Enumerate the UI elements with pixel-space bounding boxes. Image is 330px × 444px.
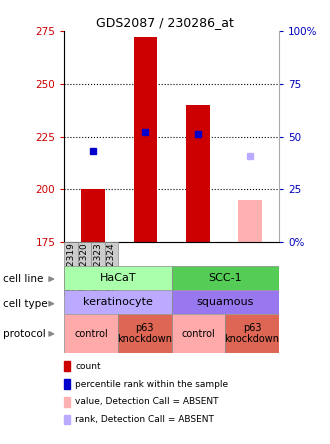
Bar bbox=[225, 314, 279, 353]
Text: control: control bbox=[74, 329, 108, 339]
Text: protocol: protocol bbox=[3, 329, 46, 339]
Text: keratinocyte: keratinocyte bbox=[83, 297, 153, 307]
Bar bbox=[64, 415, 70, 424]
Text: cell type: cell type bbox=[3, 299, 48, 309]
Bar bbox=[64, 397, 70, 407]
Bar bbox=[64, 266, 172, 290]
Bar bbox=[64, 361, 70, 371]
Bar bbox=[118, 314, 172, 353]
Bar bbox=[134, 37, 157, 242]
Text: SCC-1: SCC-1 bbox=[209, 273, 242, 283]
Bar bbox=[78, 242, 91, 297]
Text: cell line: cell line bbox=[3, 274, 44, 284]
Text: value, Detection Call = ABSENT: value, Detection Call = ABSENT bbox=[75, 397, 219, 406]
Bar bbox=[105, 242, 118, 297]
Text: control: control bbox=[182, 329, 215, 339]
Text: squamous: squamous bbox=[197, 297, 254, 307]
Bar bbox=[82, 189, 105, 242]
Bar bbox=[238, 200, 262, 242]
Bar bbox=[64, 379, 70, 389]
Text: GSM112319: GSM112319 bbox=[67, 242, 76, 297]
Bar bbox=[172, 266, 279, 290]
Bar bbox=[64, 314, 118, 353]
Text: GSM112323: GSM112323 bbox=[93, 242, 102, 297]
Bar bbox=[64, 242, 78, 297]
Text: HaCaT: HaCaT bbox=[100, 273, 136, 283]
Text: count: count bbox=[75, 362, 101, 371]
Text: percentile rank within the sample: percentile rank within the sample bbox=[75, 380, 228, 388]
Text: rank, Detection Call = ABSENT: rank, Detection Call = ABSENT bbox=[75, 415, 214, 424]
Text: p63
knockdown: p63 knockdown bbox=[117, 323, 172, 345]
Bar bbox=[64, 290, 172, 314]
Text: GSM112324: GSM112324 bbox=[107, 242, 116, 297]
Bar bbox=[172, 290, 279, 314]
Bar bbox=[186, 105, 210, 242]
Bar bbox=[172, 314, 225, 353]
Text: GDS2087 / 230286_at: GDS2087 / 230286_at bbox=[96, 16, 234, 28]
Text: p63
knockdown: p63 knockdown bbox=[224, 323, 280, 345]
Bar bbox=[91, 242, 105, 297]
Text: GSM112320: GSM112320 bbox=[80, 242, 89, 297]
